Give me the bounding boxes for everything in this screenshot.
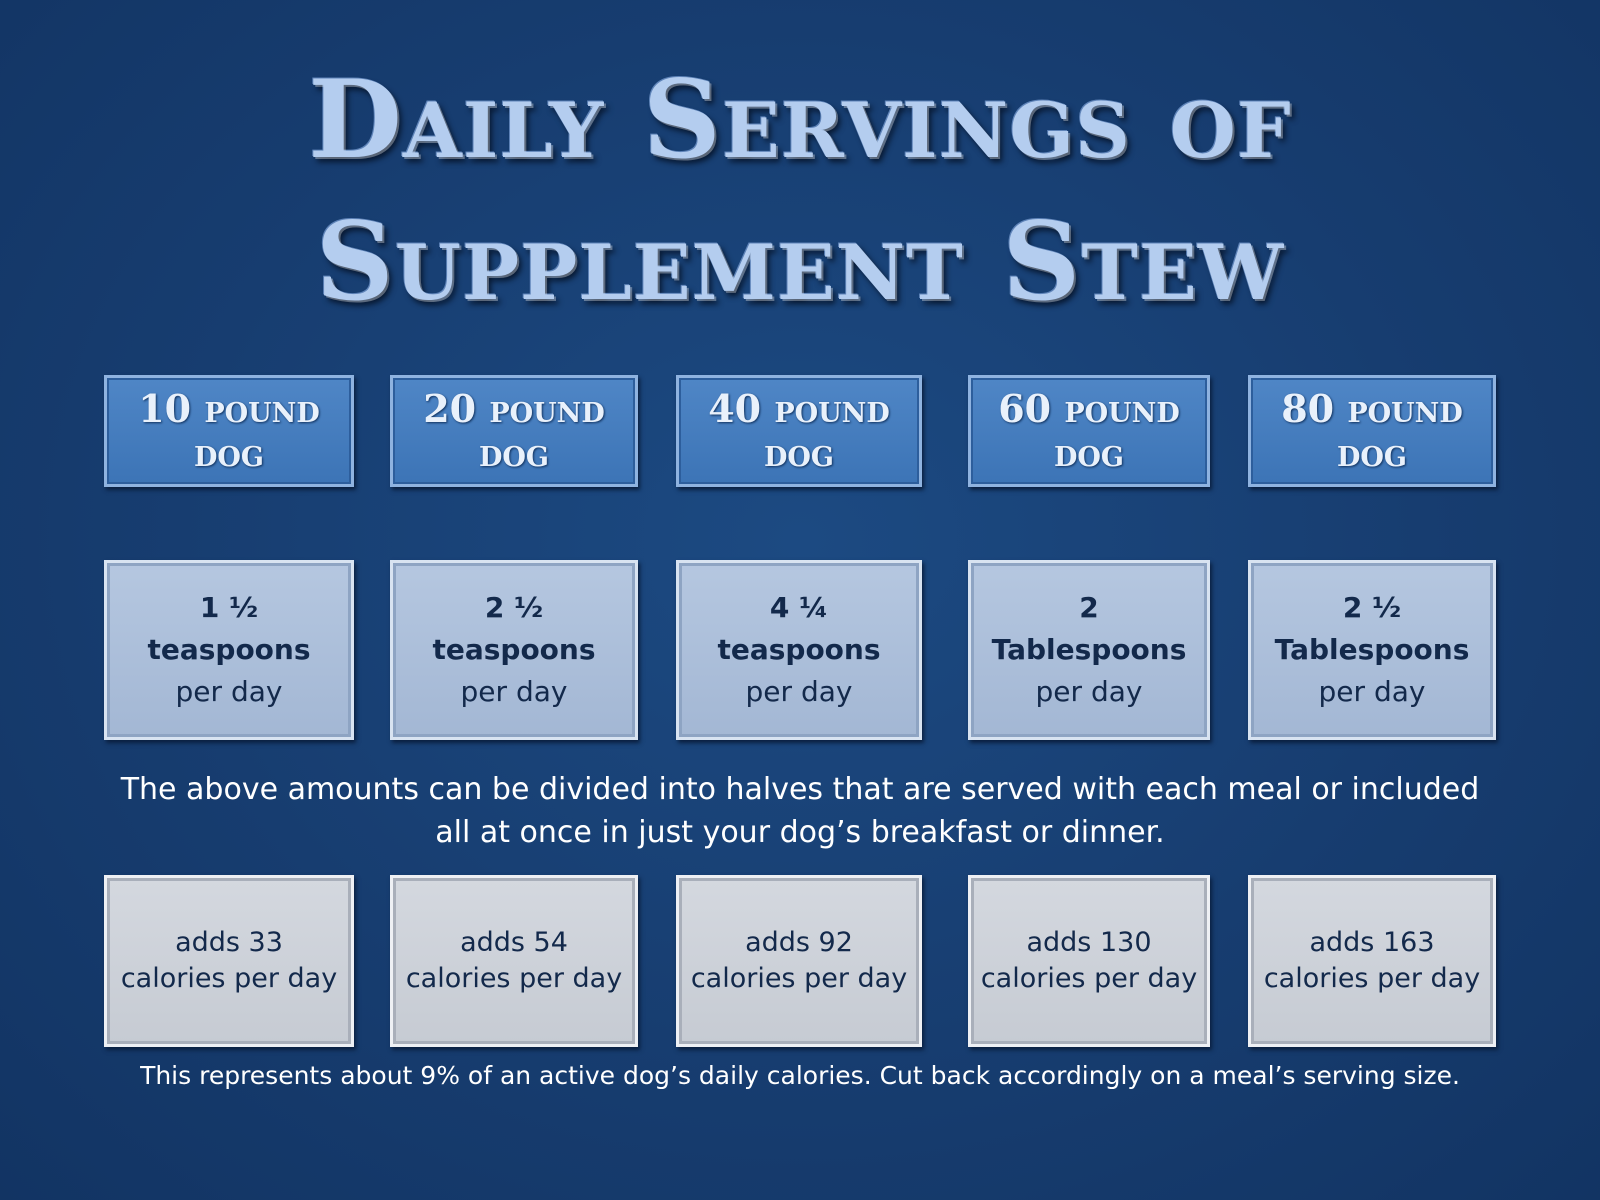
serving-frequency: per day: [175, 675, 283, 708]
calorie-note: This represents about 9% of an active do…: [140, 1061, 1460, 1090]
dog-label: dog: [1054, 430, 1124, 475]
serving-frequency: per day: [1318, 675, 1426, 708]
calorie-unit: calories per day: [690, 963, 908, 994]
calorie-box-80: adds 163 calories per day: [1248, 875, 1496, 1047]
serving-frequency: per day: [460, 675, 568, 708]
calorie-amount: adds 163: [1309, 927, 1435, 958]
dog-weight-label: 80 pound: [1281, 386, 1463, 431]
dog-label: dog: [1337, 430, 1407, 475]
serving-box-60: 2 Tablespoons per day: [968, 560, 1210, 740]
calorie-amount: adds 54: [460, 927, 568, 958]
calorie-unit: calories per day: [1263, 963, 1481, 994]
serving-box-80: 2 ½ Tablespoons per day: [1248, 560, 1496, 740]
serving-amount: 1 ½: [199, 591, 259, 624]
dog-weight-header-20: 20 pound dog: [390, 375, 638, 487]
calorie-unit: calories per day: [980, 963, 1198, 994]
serving-frequency: per day: [745, 675, 853, 708]
serving-unit: teaspoons: [432, 633, 596, 666]
serving-frequency: per day: [1035, 675, 1143, 708]
serving-unit: Tablespoons: [991, 633, 1187, 666]
page-title-line-1: Daily Servings of: [308, 57, 1292, 183]
dog-weight-header-40: 40 pound dog: [676, 375, 922, 487]
page-title-line-2: Supplement Stew: [315, 199, 1285, 325]
dog-weight-label: 10 pound: [138, 386, 320, 431]
calorie-box-20: adds 54 calories per day: [390, 875, 638, 1047]
dog-label: dog: [194, 430, 264, 475]
dog-weight-header-10: 10 pound dog: [104, 375, 354, 487]
dog-weight-label: 20 pound: [423, 386, 605, 431]
serving-box-40: 4 ¼ teaspoons per day: [676, 560, 922, 740]
serving-amount: 2: [1079, 591, 1099, 624]
serving-unit: teaspoons: [717, 633, 881, 666]
dog-weight-label: 40 pound: [708, 386, 890, 431]
serving-unit: Tablespoons: [1274, 633, 1470, 666]
calorie-box-60: adds 130 calories per day: [968, 875, 1210, 1047]
dog-label: dog: [479, 430, 549, 475]
serving-amount: 2 ½: [1342, 591, 1402, 624]
serving-box-10: 1 ½ teaspoons per day: [104, 560, 354, 740]
calorie-box-10: adds 33 calories per day: [104, 875, 354, 1047]
serving-amount: 4 ¼: [769, 591, 829, 624]
dog-weight-header-80: 80 pound dog: [1248, 375, 1496, 487]
calorie-amount: adds 92: [745, 927, 853, 958]
dog-weight-label: 60 pound: [998, 386, 1180, 431]
calorie-unit: calories per day: [120, 963, 338, 994]
serving-amount: 2 ½: [484, 591, 544, 624]
calorie-box-40: adds 92 calories per day: [676, 875, 922, 1047]
calorie-amount: adds 33: [175, 927, 283, 958]
dog-weight-header-60: 60 pound dog: [968, 375, 1210, 487]
serving-unit: teaspoons: [147, 633, 311, 666]
dog-label: dog: [764, 430, 834, 475]
serving-box-20: 2 ½ teaspoons per day: [390, 560, 638, 740]
calorie-unit: calories per day: [405, 963, 623, 994]
divide-servings-note: The above amounts can be divided into ha…: [120, 772, 1480, 850]
calorie-amount: adds 130: [1026, 927, 1152, 958]
